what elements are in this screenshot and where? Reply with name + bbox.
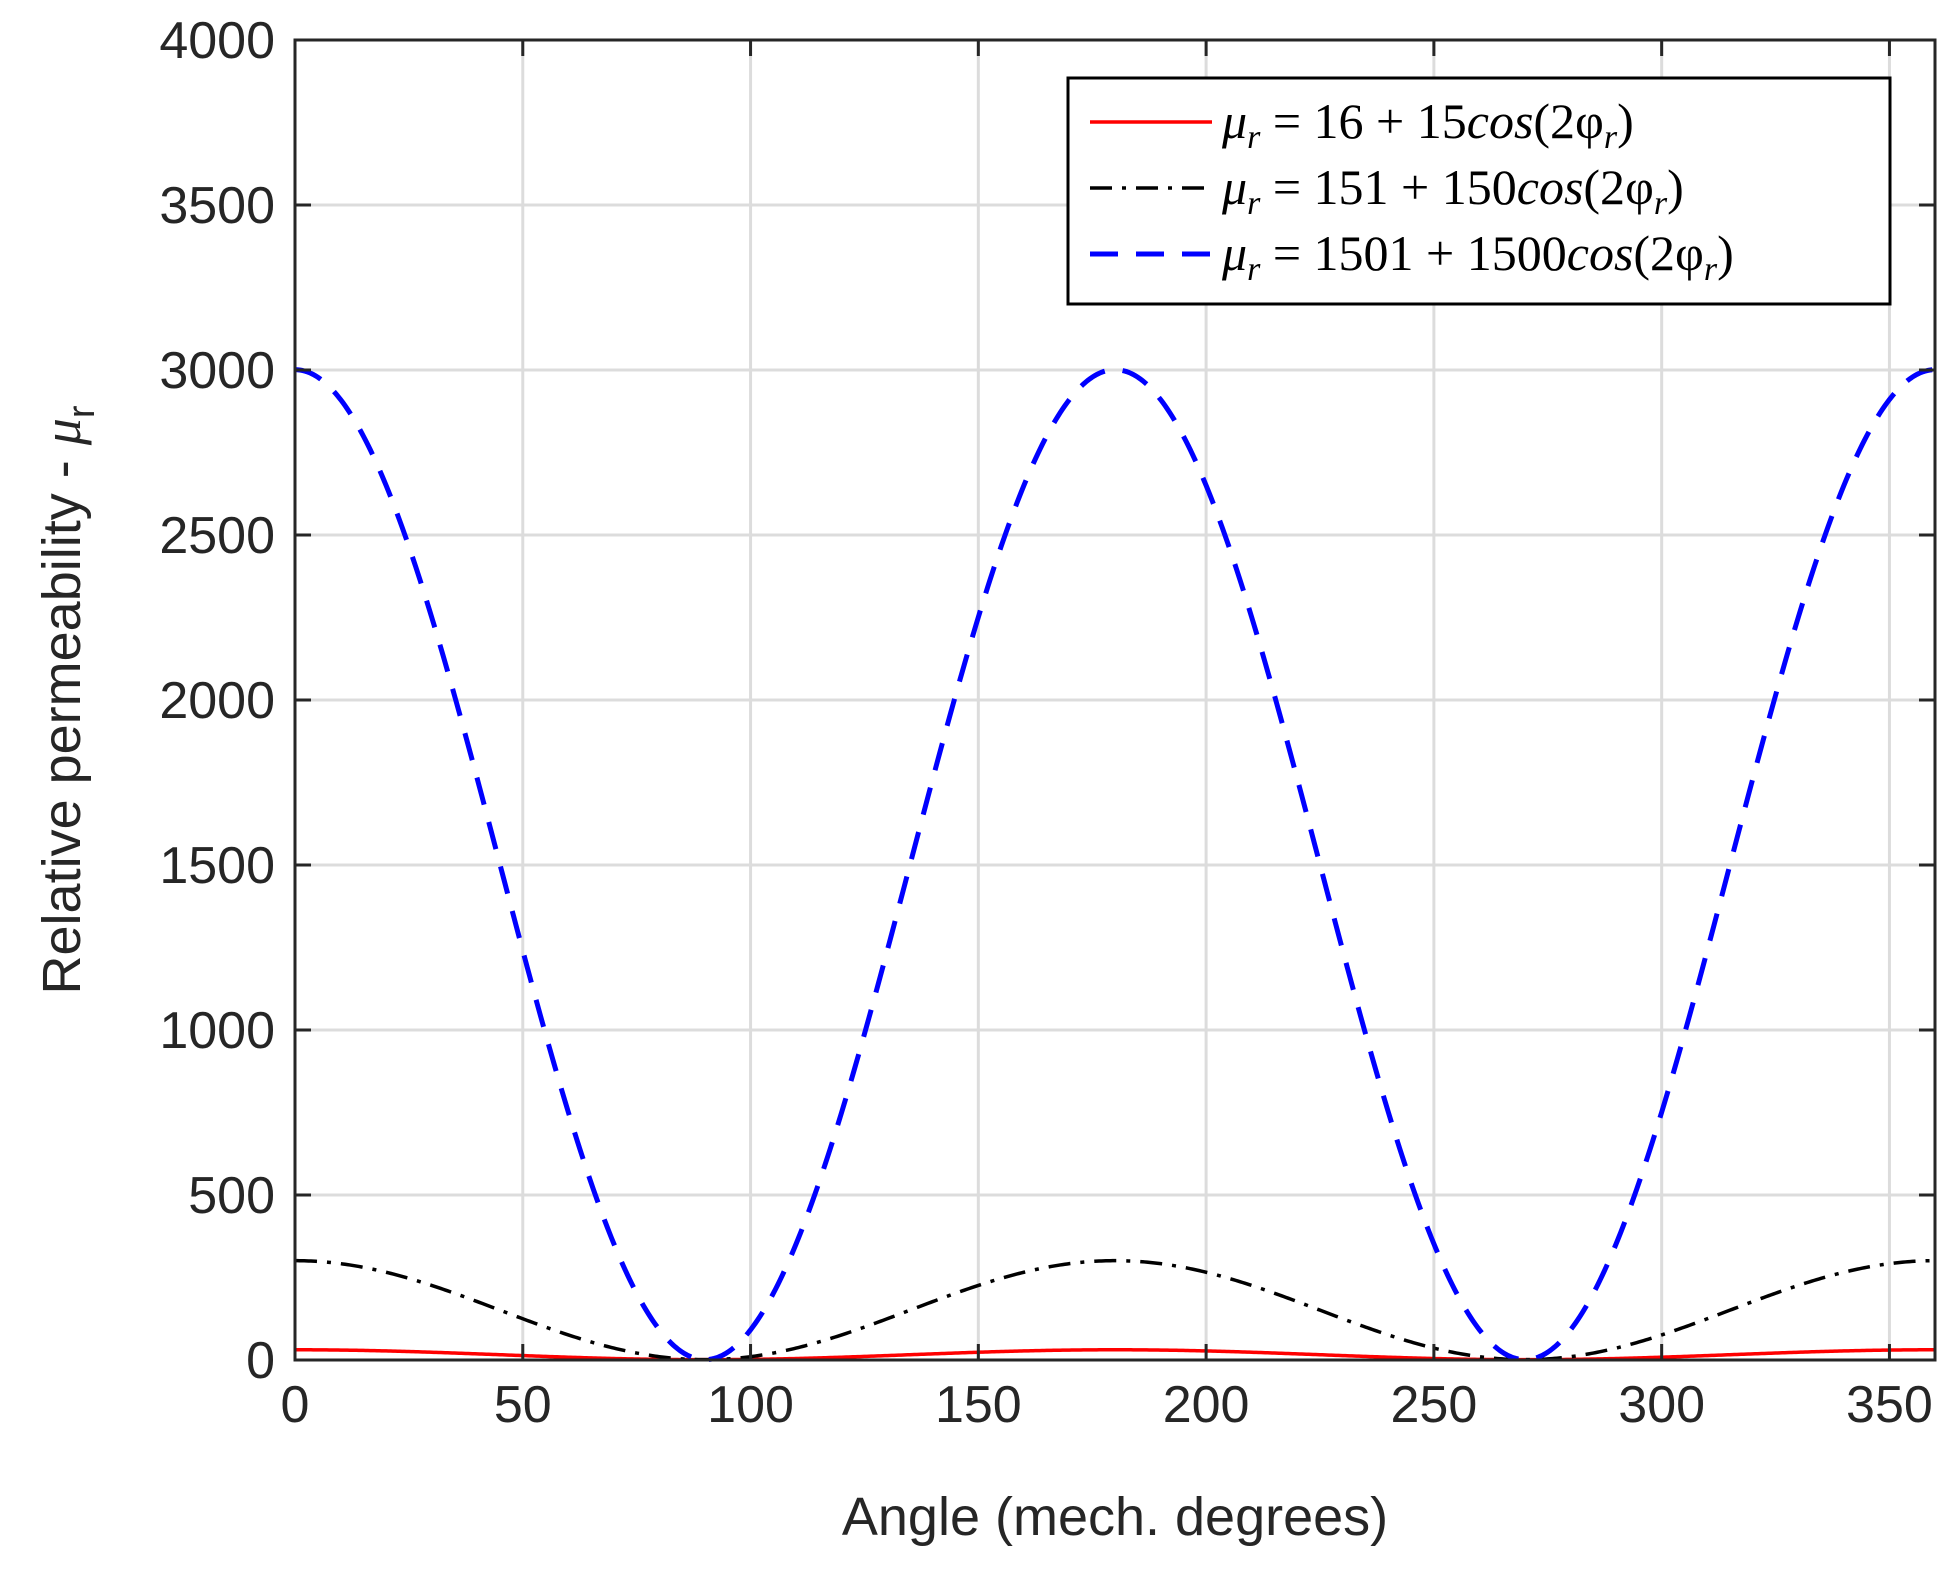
legend-equation: = 16 + 15	[1260, 93, 1466, 149]
legend-label-3: μr = 1501 + 1500cos(2φr)	[1221, 225, 1734, 288]
y-tick-label: 1500	[159, 837, 275, 895]
legend-argument: (2φ	[1633, 225, 1704, 281]
legend-symbol: μ	[1221, 93, 1247, 149]
x-tick-label: 350	[1846, 1376, 1933, 1434]
legend-close-paren: )	[1717, 225, 1734, 281]
x-tick-label: 200	[1163, 1376, 1250, 1434]
legend-label-1: μr = 16 + 15cos(2φr)	[1221, 93, 1634, 156]
series-line-2	[294, 1258, 1936, 1362]
series-line-3	[294, 367, 1936, 1363]
legend-equation: = 151 + 150	[1260, 159, 1516, 215]
legend-function: cos	[1467, 93, 1534, 149]
legend-subscript: r	[1247, 251, 1261, 288]
y-axis-label-text: Relative permeability -	[32, 445, 92, 994]
x-tick-label: 100	[707, 1376, 794, 1434]
y-tick-label: 1000	[159, 1002, 275, 1060]
x-axis-label: Angle (mech. degrees)	[842, 1487, 1388, 1547]
legend-close-paren: )	[1667, 159, 1684, 215]
legend-argument-subscript: r	[1654, 185, 1668, 222]
y-tick-label: 0	[246, 1332, 275, 1390]
x-tick-label: 150	[935, 1376, 1022, 1434]
y-axis-label-symbol: μ	[32, 418, 92, 446]
tick-labels: 0 50 100 150 200 250 300 3500500100015002000250…	[159, 12, 1933, 1434]
y-tick-label: 2000	[159, 672, 275, 730]
y-axis-label-subscript: r	[61, 405, 103, 418]
y-axis-label: Relative permeability - μr	[32, 405, 103, 994]
legend-box	[1066, 76, 1892, 306]
y-tick-label: 3000	[159, 342, 275, 400]
ticks	[293, 38, 1935, 1362]
legend-close-paren: )	[1617, 93, 1634, 149]
legend-argument: (2φ	[1583, 159, 1654, 215]
legend-equation: = 1501 + 1500	[1260, 225, 1566, 281]
legend-symbol: μ	[1221, 159, 1247, 215]
legend-argument: (2φ	[1533, 93, 1604, 149]
legend-subscript: r	[1247, 185, 1261, 222]
x-tick-label: 250	[1391, 1376, 1478, 1434]
legend-entries: μr = 16 + 15cos(2φr)μr = 151 + 150cos(2φ…	[1090, 93, 1734, 288]
legend-function: cos	[1517, 159, 1584, 215]
y-tick-label: 3500	[159, 177, 275, 235]
x-tick-label: 300	[1618, 1376, 1705, 1434]
legend-symbol: μ	[1221, 225, 1247, 281]
legend-function: cos	[1567, 225, 1634, 281]
legend-subscript: r	[1247, 119, 1261, 156]
legend-label-2: μr = 151 + 150cos(2φr)	[1221, 159, 1684, 222]
x-tick-label: 0	[281, 1376, 310, 1434]
y-tick-label: 2500	[159, 507, 275, 565]
y-tick-label: 500	[188, 1167, 275, 1225]
legend-argument-subscript: r	[1604, 119, 1618, 156]
legend: μr = 16 + 15cos(2φr)μr = 151 + 150cos(2φ…	[1066, 76, 1892, 306]
legend-argument-subscript: r	[1704, 251, 1718, 288]
x-tick-label: 50	[494, 1376, 552, 1434]
y-tick-label: 4000	[159, 12, 275, 70]
